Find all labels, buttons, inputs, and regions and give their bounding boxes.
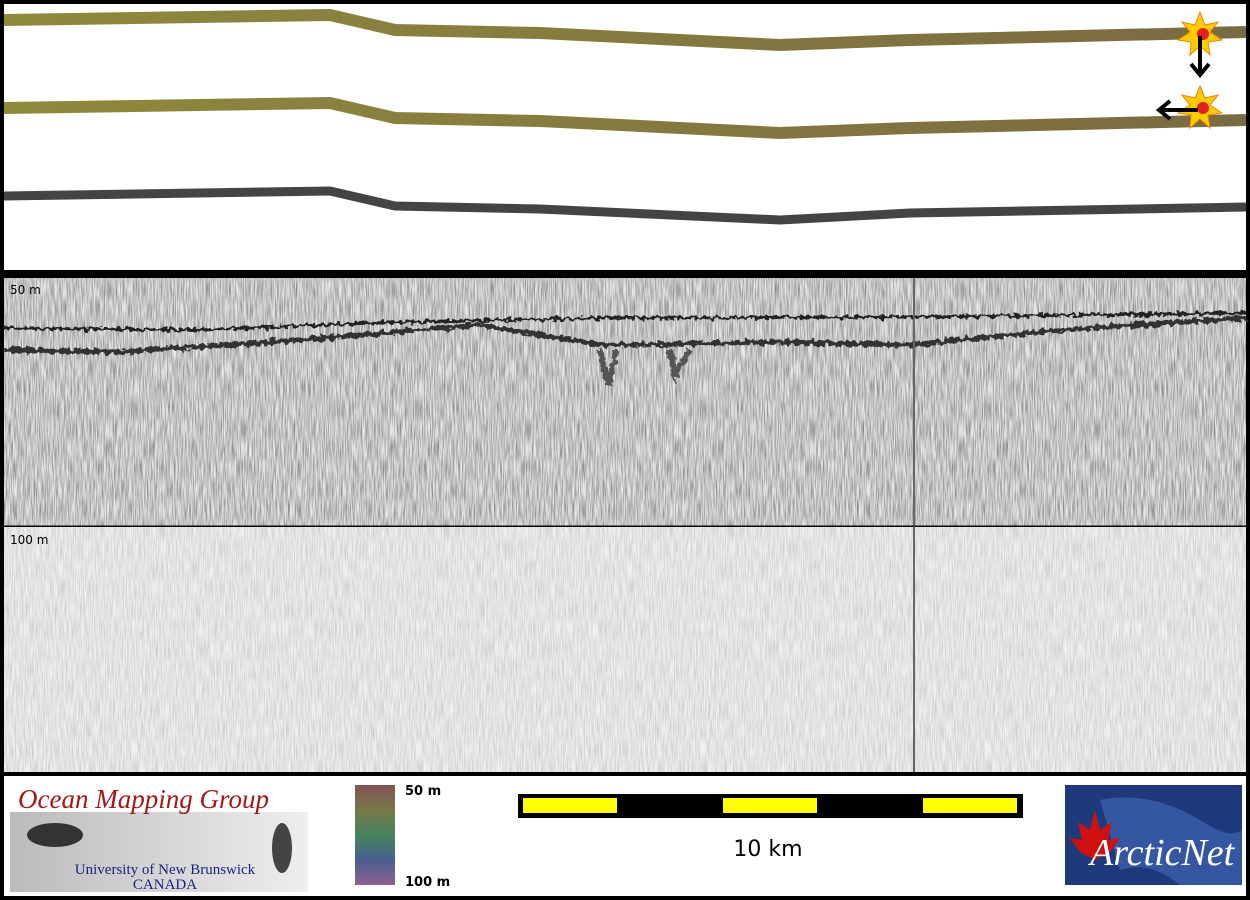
- star-center: [1197, 102, 1209, 114]
- omg-university: University of New Brunswick: [75, 862, 256, 878]
- arcticnet-name: ArcticNet: [1087, 832, 1236, 874]
- colorbar-label: 50 m: [405, 784, 441, 799]
- colorbar: [355, 785, 395, 885]
- nadir-line: [913, 278, 915, 772]
- arrow: [1189, 36, 1211, 79]
- scale-segment: [723, 798, 817, 813]
- swath: [3, 186, 1247, 225]
- depth-label: 50 m: [10, 283, 41, 297]
- omg-country: CANADA: [133, 877, 197, 893]
- colorbar-label: 100 m: [405, 875, 450, 890]
- swaths: [3, 8, 1247, 225]
- scale-segment: [523, 798, 617, 813]
- depth-label: 100 m: [10, 533, 48, 547]
- markers: [1155, 10, 1224, 130]
- scale-label: 10 km: [733, 837, 802, 862]
- omg-title: Ocean Mapping Group: [18, 784, 269, 814]
- maple-leaf: [1070, 810, 1120, 860]
- arcticnet-map: [1100, 797, 1242, 885]
- swath: [3, 96, 1247, 140]
- sonar-texture: [4, 527, 1246, 772]
- seabed: [3, 311, 1247, 386]
- omg-fish: [27, 823, 83, 847]
- colorbar-shade: [355, 785, 395, 885]
- swath: [3, 8, 1247, 52]
- scale-segment: [923, 798, 1017, 813]
- omg-fish: [272, 823, 292, 873]
- plan-panel: [4, 4, 1246, 270]
- arrow: [1155, 99, 1198, 121]
